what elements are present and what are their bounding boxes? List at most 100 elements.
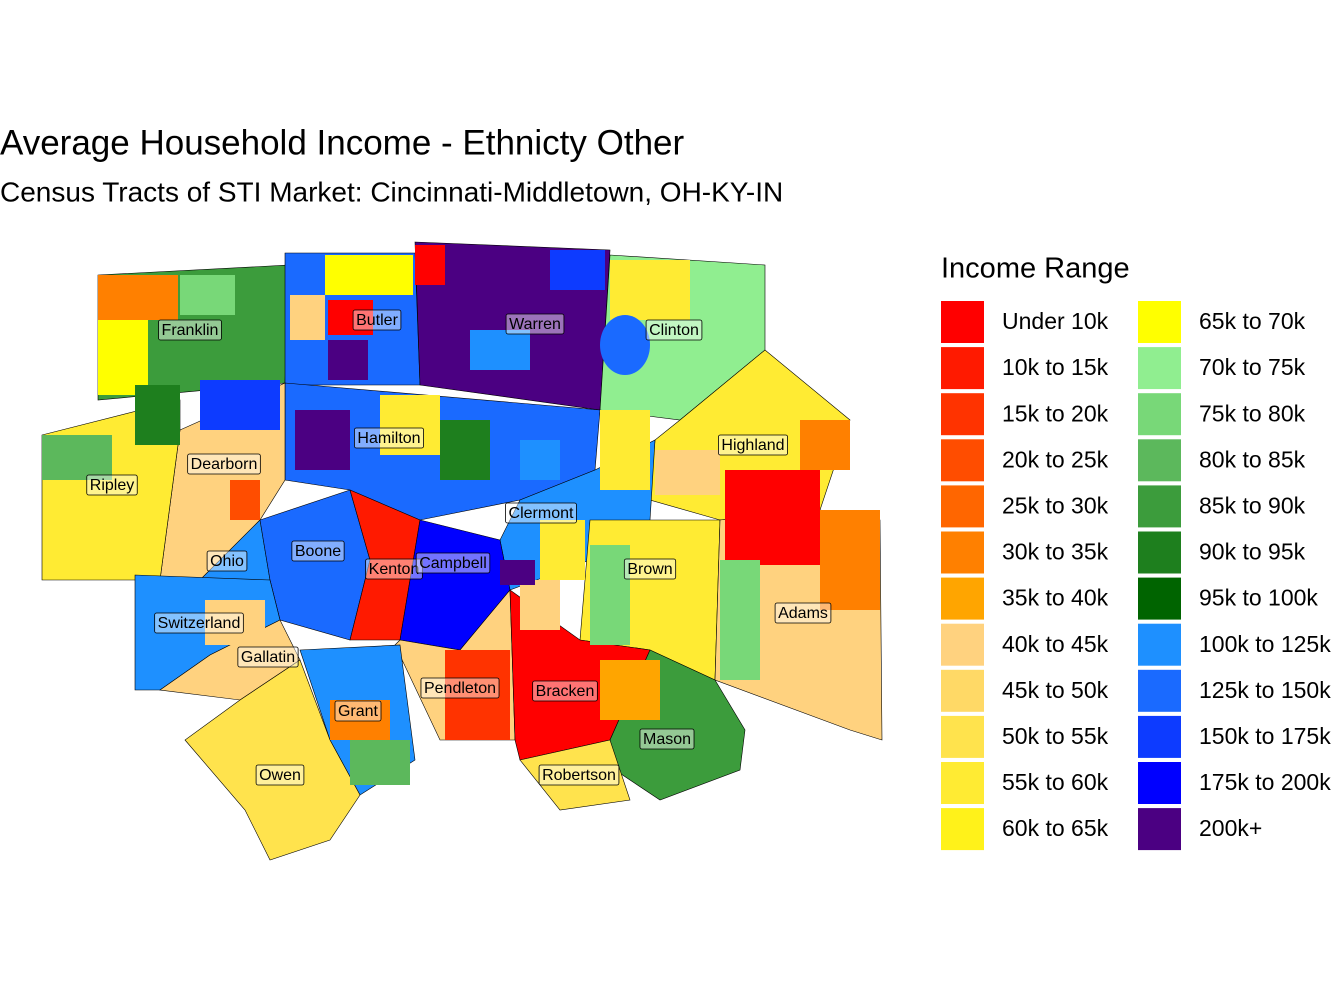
tract bbox=[230, 480, 260, 520]
legend-swatch bbox=[1138, 577, 1181, 620]
legend-swatch bbox=[1138, 439, 1181, 482]
legend-label: 10k to 15k bbox=[1002, 354, 1109, 380]
label-box bbox=[645, 319, 703, 341]
county-name: Franklin bbox=[162, 322, 219, 339]
tract bbox=[820, 510, 880, 610]
legend-label: 50k to 55k bbox=[1002, 723, 1109, 749]
county-name: Clinton bbox=[649, 322, 699, 339]
legend-label: Under 10k bbox=[1002, 308, 1109, 334]
label-box bbox=[334, 700, 382, 722]
county-name: Pendleton bbox=[424, 680, 496, 697]
legend-swatch bbox=[1138, 669, 1181, 712]
legend-label: 90k to 95k bbox=[1199, 539, 1306, 565]
county-shape bbox=[349, 489, 421, 641]
legend-label: 75k to 80k bbox=[1199, 400, 1306, 426]
label-box bbox=[354, 427, 424, 449]
legend-label: 30k to 35k bbox=[1002, 539, 1109, 565]
legend-swatch bbox=[941, 393, 984, 436]
tract bbox=[520, 440, 560, 480]
county-label: Ripley bbox=[86, 474, 138, 496]
tract bbox=[720, 560, 760, 680]
tract bbox=[610, 260, 690, 320]
legend-swatch bbox=[941, 485, 984, 528]
county-label: Mason bbox=[639, 728, 695, 750]
county-name: Gallatin bbox=[241, 649, 295, 666]
tract bbox=[328, 340, 368, 380]
label-box bbox=[639, 728, 695, 750]
county-name: Ohio bbox=[210, 553, 244, 570]
county-shape bbox=[184, 659, 361, 861]
tract bbox=[600, 315, 650, 375]
legend-swatch bbox=[1138, 531, 1181, 574]
county-label: Gallatin bbox=[237, 646, 299, 668]
county-label: Brown bbox=[623, 558, 677, 580]
tract bbox=[290, 295, 325, 340]
legend-swatch bbox=[941, 623, 984, 666]
tract bbox=[655, 450, 720, 495]
county-label: Dearborn bbox=[187, 453, 261, 475]
tract bbox=[590, 545, 630, 645]
label-box bbox=[538, 764, 620, 786]
tract bbox=[800, 420, 850, 470]
county-name: Clermont bbox=[509, 505, 574, 522]
county-label: Ohio bbox=[206, 550, 248, 572]
county-name: Adams bbox=[778, 605, 828, 622]
tract bbox=[180, 275, 235, 315]
legend-label: 200k+ bbox=[1199, 815, 1262, 841]
county-name: Hamilton bbox=[357, 430, 420, 447]
county-name: Grant bbox=[338, 703, 379, 720]
legend-label: 100k to 125k bbox=[1199, 631, 1331, 657]
label-box bbox=[206, 550, 248, 572]
legend-label: 35k to 40k bbox=[1002, 585, 1109, 611]
county-name: Dearborn bbox=[191, 456, 258, 473]
subtitle: Census Tracts of STI Market: Cincinnati-… bbox=[0, 176, 783, 207]
legend-label: 55k to 60k bbox=[1002, 769, 1109, 795]
legend-swatch bbox=[1138, 715, 1181, 758]
tract bbox=[415, 245, 445, 285]
county-label: Clinton bbox=[645, 319, 703, 341]
legend-label: 125k to 150k bbox=[1199, 677, 1331, 703]
legend-swatch bbox=[941, 577, 984, 620]
legend-swatch bbox=[1138, 808, 1181, 851]
label-box bbox=[532, 680, 598, 702]
tract bbox=[205, 600, 265, 645]
tract bbox=[500, 560, 535, 585]
label-box bbox=[86, 474, 138, 496]
label-box bbox=[154, 612, 244, 634]
legend-swatch bbox=[941, 808, 984, 851]
legend-swatch bbox=[941, 439, 984, 482]
legend-label: 25k to 30k bbox=[1002, 492, 1109, 518]
tract bbox=[98, 320, 148, 395]
county-label: Grant bbox=[334, 700, 382, 722]
label-box bbox=[291, 540, 345, 562]
county-label: Kenton bbox=[365, 558, 423, 580]
county-label: Pendleton bbox=[420, 677, 500, 699]
legend-label: 40k to 45k bbox=[1002, 631, 1109, 657]
legend-swatch bbox=[1138, 623, 1181, 666]
tract bbox=[600, 660, 660, 720]
tract bbox=[135, 385, 180, 445]
legend-label: 15k to 20k bbox=[1002, 400, 1109, 426]
legend-label: 175k to 200k bbox=[1199, 769, 1331, 795]
county-label: Hamilton bbox=[354, 427, 424, 449]
county-label: Robertson bbox=[538, 764, 620, 786]
legend-swatch bbox=[941, 531, 984, 574]
tract bbox=[470, 330, 530, 370]
legend-swatch bbox=[1138, 485, 1181, 528]
label-box bbox=[505, 502, 577, 524]
county-name: Campbell bbox=[419, 555, 487, 572]
tract bbox=[330, 700, 390, 740]
legend-label: 60k to 65k bbox=[1002, 815, 1109, 841]
tract bbox=[725, 470, 820, 565]
county-shape bbox=[519, 739, 631, 811]
legend-swatch bbox=[941, 762, 984, 804]
county-label: Warren bbox=[505, 313, 565, 335]
county-name: Robertson bbox=[542, 767, 616, 784]
label-box bbox=[415, 552, 491, 574]
legend-swatch bbox=[1138, 347, 1181, 390]
tract bbox=[520, 580, 560, 630]
legend-label: 150k to 175k bbox=[1199, 723, 1331, 749]
tract bbox=[380, 395, 440, 455]
tract bbox=[550, 250, 605, 290]
title: Average Household Income - Ethnicty Othe… bbox=[0, 123, 685, 162]
